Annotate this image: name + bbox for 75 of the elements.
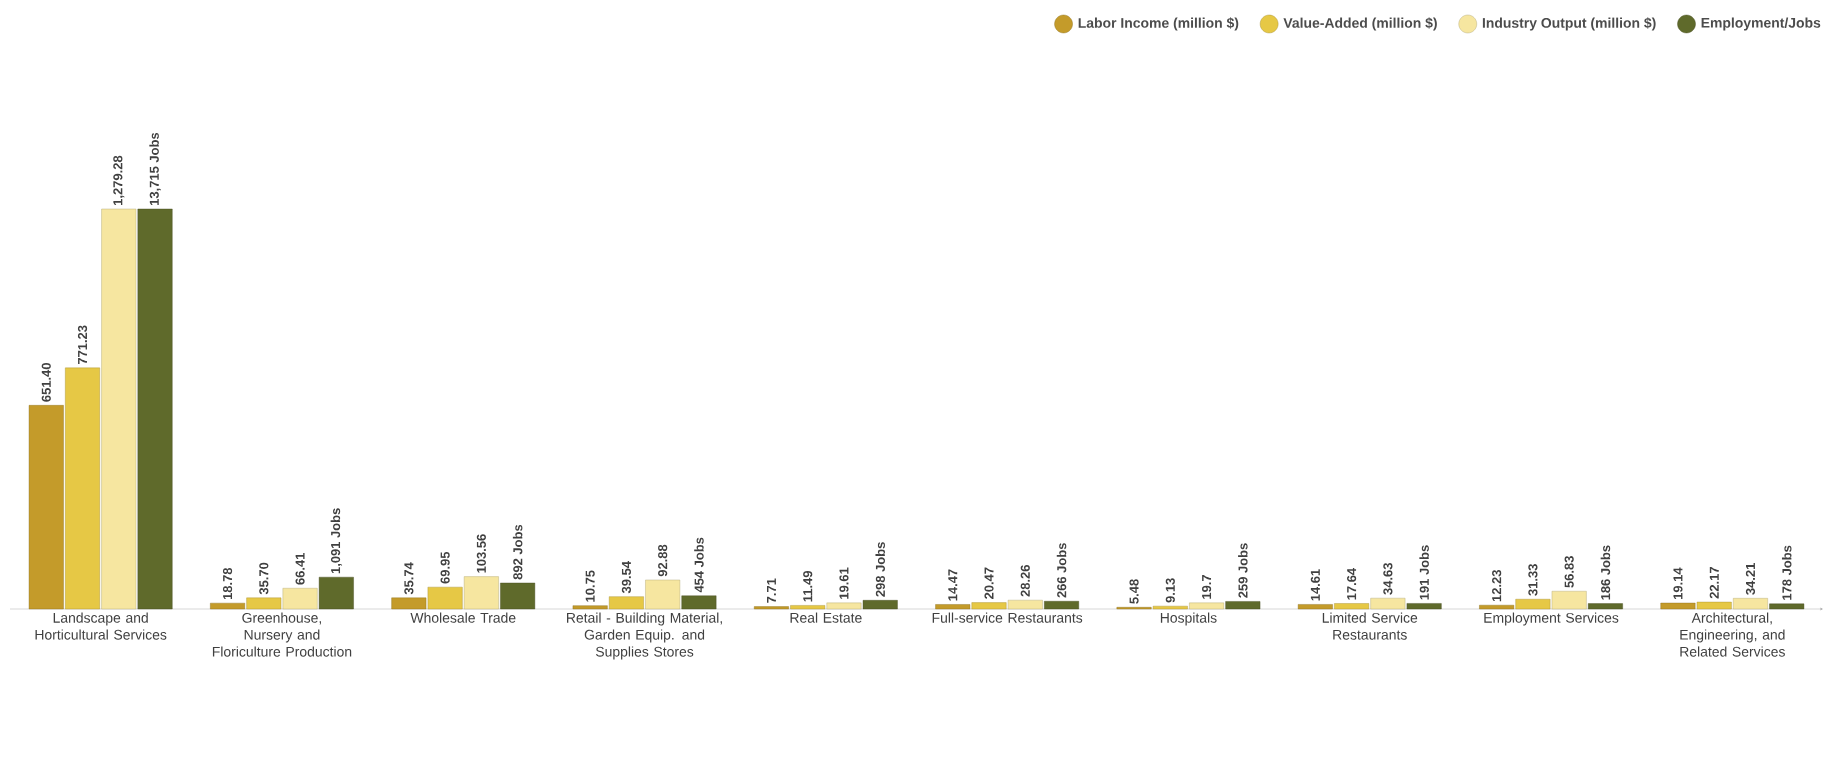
x-tick-label: Employment Services — [1484, 612, 1619, 626]
data-label: 66.41 — [295, 552, 305, 585]
data-label: 20.47 — [984, 567, 994, 599]
bar — [1334, 603, 1370, 610]
data-label: 19.61 — [839, 567, 849, 599]
data-label: 14.47 — [948, 569, 958, 601]
data-label: 259 Jobs — [1238, 543, 1248, 598]
x-tick-label: Real Estate — [790, 612, 862, 623]
data-label: 12.23 — [1492, 570, 1502, 602]
bar — [790, 605, 826, 610]
bar — [935, 604, 971, 610]
bar — [427, 586, 463, 610]
data-label: 92.88 — [658, 544, 668, 577]
bar — [1515, 599, 1551, 610]
x-tick-label: Limited Service Restaurants — [1322, 612, 1418, 640]
data-label: 18.78 — [222, 567, 233, 600]
data-label: 35.74 — [404, 562, 414, 595]
data-label: 35.70 — [259, 562, 269, 595]
data-label: 28.26 — [1020, 565, 1030, 597]
bar — [28, 405, 64, 610]
x-tick-label: Greenhouse, Nursery and Floriculture Production — [212, 612, 352, 657]
legend-label: Industry Output (million $) — [1482, 17, 1656, 31]
bar — [210, 602, 245, 610]
bar — [645, 579, 681, 610]
data-label: 651.40 — [41, 363, 51, 402]
data-label: 266 Jobs — [1056, 543, 1067, 598]
legend-label: Employment/Jobs — [1701, 17, 1821, 31]
bar — [1696, 601, 1732, 610]
x-tick-label: Architectural, Engineering, and Related Services — [1680, 612, 1785, 657]
data-label: 39.54 — [621, 561, 632, 594]
data-label: 1,091 Jobs — [330, 508, 343, 574]
data-label: 178 Jobs — [1781, 545, 1792, 600]
data-label: 103.56 — [476, 534, 486, 573]
data-label: 298 Jobs — [875, 542, 885, 597]
data-label: 454 Jobs — [694, 537, 704, 593]
data-label: 19.7 — [1201, 575, 1212, 599]
data-label: 7.71 — [767, 578, 776, 603]
x-tick-label: Landscape and Horticultural Services — [35, 612, 167, 640]
bar — [754, 606, 789, 610]
data-label: 771.23 — [77, 325, 88, 365]
bar — [1152, 605, 1188, 610]
data-label: 9.13 — [1165, 578, 1175, 603]
data-label: 56.83 — [1564, 556, 1574, 588]
data-label: 19.14 — [1673, 567, 1683, 599]
data-label: 191 Jobs — [1419, 545, 1429, 600]
data-label: 10.75 — [585, 570, 595, 602]
x-tick-label: Retail - Building Material, Garden Equip. and Supplies Stores — [567, 612, 722, 660]
data-label: 22.17 — [1709, 567, 1719, 599]
bar — [608, 596, 644, 610]
legend-label: Value-Added (million $) — [1283, 17, 1437, 31]
data-label: 13,715 Jobs — [149, 132, 161, 205]
bar — [1660, 602, 1696, 610]
bar — [1297, 604, 1333, 610]
bar — [391, 597, 427, 610]
x-tick-label: Hospitals — [1160, 612, 1217, 626]
data-label: 1,279.28 — [113, 155, 125, 205]
data-label: 69.95 — [440, 551, 450, 584]
data-label: 892 Jobs — [512, 524, 523, 580]
bar — [1551, 591, 1587, 610]
x-tick-label: Full-service Restaurants — [932, 612, 1083, 623]
data-label: 34.21 — [1745, 563, 1756, 595]
legend-label: Labor Income (million $) — [1078, 17, 1239, 31]
data-label: 5.48 — [1129, 579, 1139, 604]
bar — [1479, 604, 1515, 610]
data-label: 31.33 — [1528, 564, 1538, 596]
data-label: 34.63 — [1383, 563, 1393, 595]
bar — [246, 597, 282, 610]
data-label: 17.64 — [1347, 567, 1357, 600]
data-label: 186 Jobs — [1600, 545, 1611, 600]
bar — [572, 605, 608, 610]
data-label: 14.61 — [1310, 569, 1320, 601]
data-label: 11.49 — [803, 571, 813, 602]
bar — [65, 367, 100, 610]
bar — [971, 602, 1007, 610]
x-tick-label: Wholesale Trade — [410, 612, 516, 623]
